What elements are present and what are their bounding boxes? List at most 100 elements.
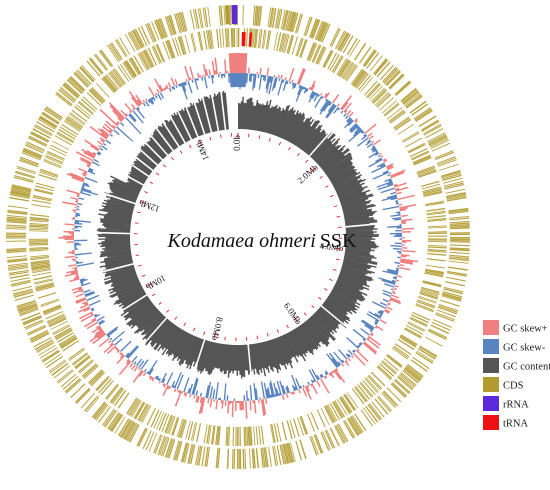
rrna-marker: [231, 5, 238, 25]
scale-major-tick: [310, 167, 317, 173]
legend-swatch-gc_skew_plus: [483, 320, 499, 335]
scale-minor-tick: [141, 274, 146, 277]
scale-minor-tick: [174, 316, 178, 320]
scale-minor-tick: [286, 324, 289, 329]
gc-separator: [92, 231, 133, 235]
gc-content-track: [92, 90, 384, 383]
scale-minor-tick: [149, 181, 154, 185]
scale-minor-tick: [333, 205, 338, 208]
gc-skew-origin-plus: [228, 52, 248, 74]
gc-separator: [343, 222, 384, 228]
gc-separator: [149, 119, 175, 153]
gc-separator: [142, 125, 170, 158]
gc-separator: [116, 154, 151, 179]
scale-minor-tick: [170, 156, 174, 161]
scale-minor-tick: [162, 164, 167, 168]
rrna-flank: [224, 5, 230, 25]
gc-separator: [247, 342, 253, 383]
scale-tick-label: 4.0Mb: [319, 241, 344, 254]
scale-minor-tick: [144, 191, 148, 194]
scale-minor-tick: [135, 254, 140, 256]
legend: GC skew+ GC skew- GC content CDS rRNA tRNA: [483, 320, 550, 430]
scale-minor-tick: [335, 258, 340, 261]
scale-minor-tick: [256, 335, 259, 340]
gc-separator: [135, 132, 165, 162]
gc-separator: [192, 337, 207, 377]
scale-ring: [134, 133, 342, 341]
scale-minor-tick: [303, 312, 307, 316]
rna-track: [224, 5, 253, 47]
scale-minor-tick: [297, 152, 300, 157]
scale-minor-tick: [318, 296, 322, 300]
genome-title: Kodamaea ohmeri SSK: [166, 230, 357, 252]
scale-minor-tick: [166, 309, 170, 313]
gc-separator: [140, 315, 169, 348]
legend-label-gc_skew_plus: GC skew+: [503, 324, 548, 335]
scale-minor-tick: [138, 264, 142, 267]
scale-minor-tick: [136, 211, 141, 214]
legend-swatch-gc_content: [483, 358, 499, 373]
legend-label-cds: CDS: [503, 381, 524, 392]
scale-minor-tick: [203, 331, 206, 336]
scale-tick-label: 0.0b: [232, 135, 242, 151]
scale-major-tick: [213, 332, 217, 339]
scale-minor-tick: [288, 146, 291, 151]
scale-tick-label: 8.0Mb: [210, 316, 225, 342]
scale-minor-tick: [305, 159, 309, 163]
scale-minor-tick: [329, 195, 334, 198]
scale-tick-label: 2.0Mb: [295, 162, 320, 186]
gc-separator: [174, 104, 193, 142]
gc-skew-track: [58, 52, 418, 419]
gc-separator: [210, 93, 220, 133]
legend-label-trna: tRNA: [503, 419, 529, 430]
scale-minor-tick: [319, 176, 323, 179]
scale-tick-label: 6.0Mb: [282, 301, 304, 327]
scale-minor-tick: [183, 322, 187, 326]
scale-minor-tick: [311, 305, 315, 309]
scale-minor-tick: [278, 141, 281, 146]
scale-minor-tick: [158, 301, 162, 305]
scale-major-tick: [293, 316, 299, 323]
gc-separator: [319, 303, 352, 331]
scale-minor-tick: [258, 135, 261, 139]
scale-tick-label: 10Mb: [143, 273, 167, 292]
legend-swatch-gc_skew_minus: [483, 339, 499, 354]
scale-major-tick: [146, 283, 153, 287]
trna-marker: [241, 32, 246, 47]
scale-minor-tick: [336, 215, 341, 218]
scale-minor-tick: [333, 268, 337, 271]
scale-minor-tick: [276, 329, 279, 333]
gc-separator: [220, 91, 227, 132]
gc-separator: [122, 146, 155, 173]
gc-separator: [96, 262, 136, 275]
scale-minor-tick: [193, 327, 196, 332]
legend-swatch-trna: [483, 415, 499, 430]
scale-minor-tick: [189, 144, 192, 149]
gc-skew-origin-minus: [229, 73, 247, 88]
trna-marker-2: [248, 32, 253, 47]
scale-minor-tick: [325, 185, 329, 188]
scale-minor-tick: [220, 134, 222, 139]
legend-swatch-cds: [483, 377, 499, 392]
gc-separator: [192, 97, 207, 137]
legend-label-gc_content: GC content: [503, 362, 550, 373]
scale-major-tick: [198, 140, 203, 147]
legend-label-gc_skew_minus: GC skew-: [503, 343, 546, 354]
legend-label-rrna: rRNA: [503, 400, 529, 411]
scale-minor-tick: [324, 288, 328, 291]
gc-separator: [109, 165, 146, 187]
gc-separator: [307, 126, 336, 159]
gc-separator: [114, 293, 149, 316]
scale-minor-tick: [179, 150, 183, 154]
gc-separator: [201, 95, 213, 135]
scale-minor-tick: [151, 293, 156, 297]
strain-name: SSK: [320, 230, 357, 252]
gc-separator: [157, 114, 181, 149]
scale-major-tick: [335, 247, 342, 250]
organism-name: Kodamaea ohmeri: [166, 230, 315, 252]
scale-tick-label: 14Mb: [194, 138, 211, 162]
scale-minor-tick: [155, 172, 160, 176]
scale-major-tick: [140, 201, 147, 205]
